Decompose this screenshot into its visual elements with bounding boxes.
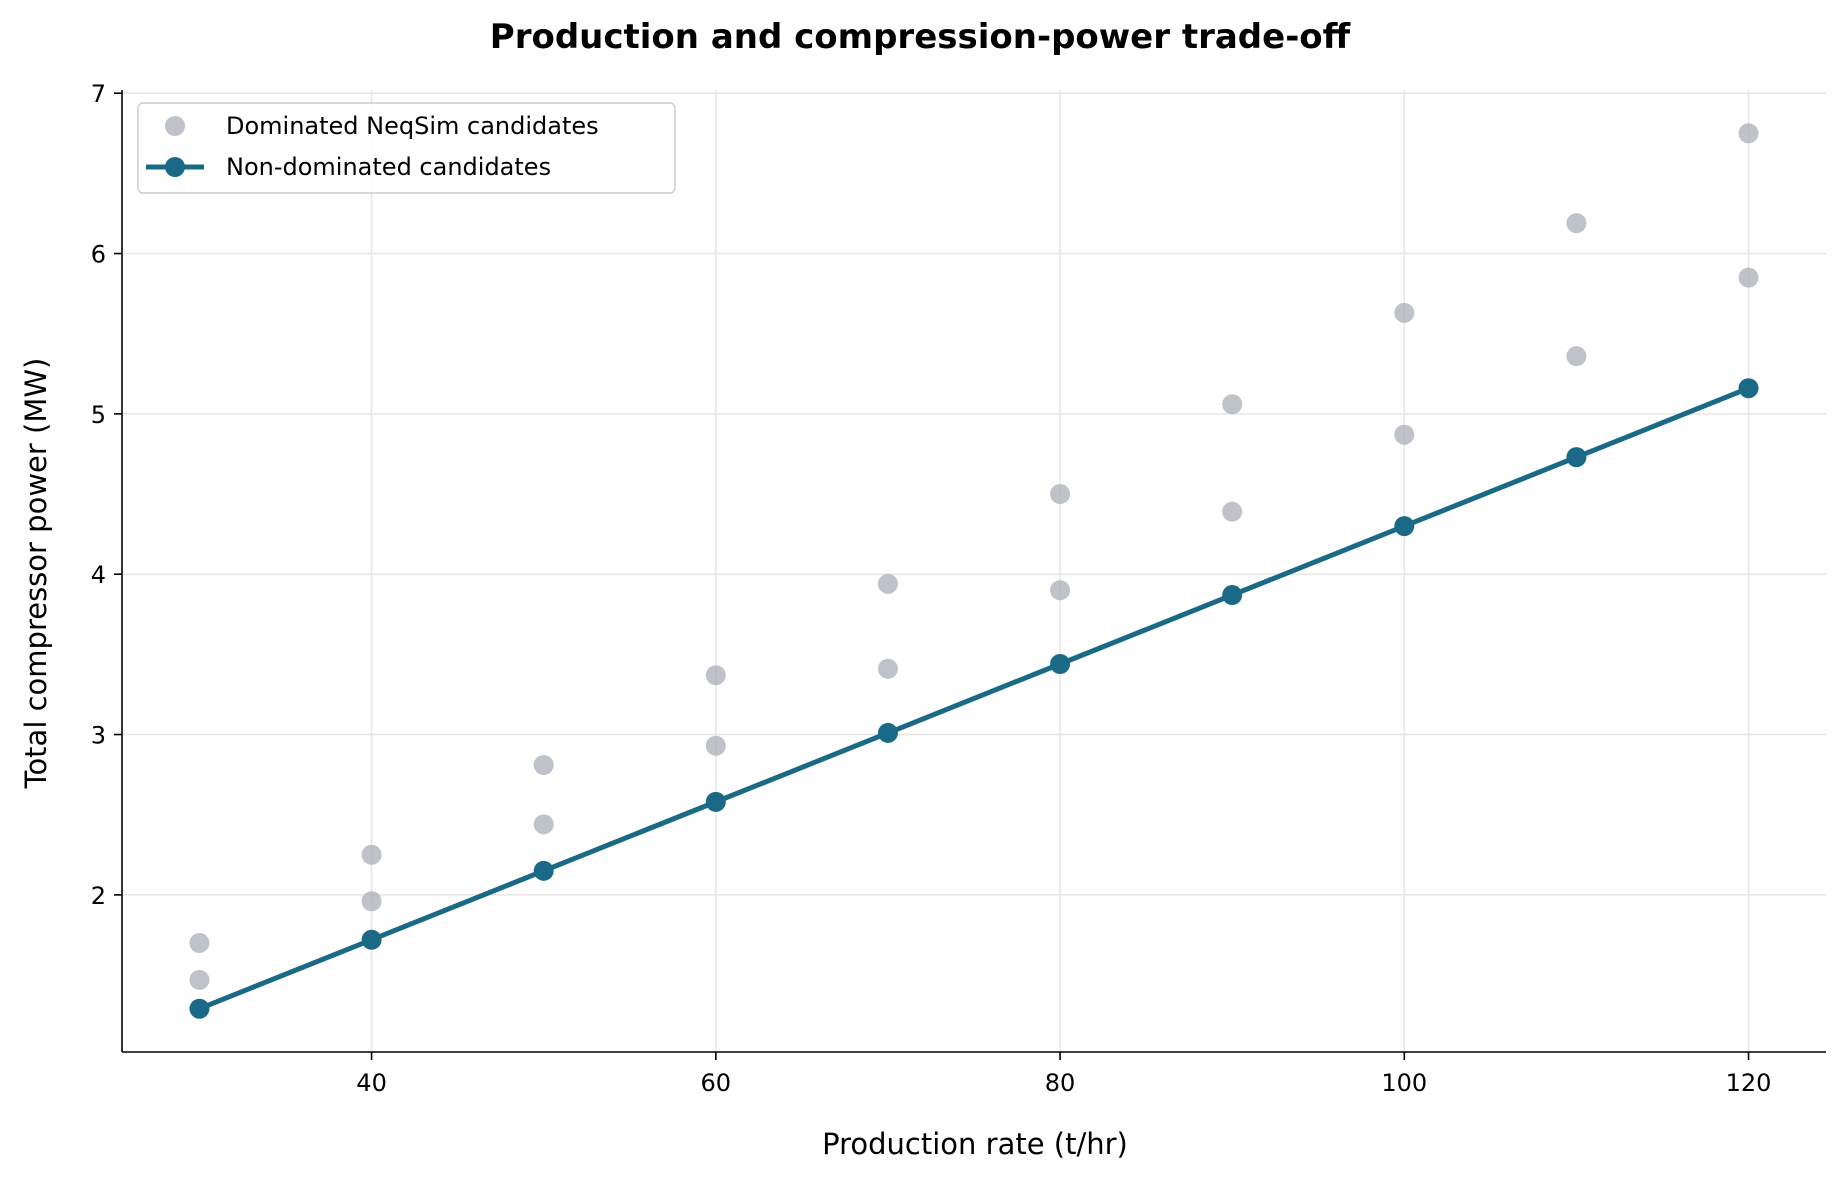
dominated-point [533, 814, 554, 835]
dominated-point [189, 969, 210, 990]
dominated-point [705, 735, 726, 756]
front-point [1566, 447, 1587, 468]
front-point [705, 791, 726, 812]
dominated-series [189, 123, 1759, 990]
dominated-point [1222, 501, 1243, 522]
grid [122, 90, 1826, 1052]
dominated-point [1738, 267, 1759, 288]
y-tick-label: 6 [91, 241, 106, 269]
front-series [189, 378, 1759, 1019]
x-tick-label: 120 [1726, 1069, 1772, 1097]
dominated-point [1394, 424, 1415, 445]
y-tick-label: 4 [91, 561, 106, 589]
front-point [1738, 378, 1759, 399]
x-axis-label: Production rate (t/hr) [822, 1127, 1128, 1161]
dominated-point [533, 755, 554, 776]
chart-title: Production and compression-power trade-o… [490, 17, 1351, 57]
y-tick-label: 2 [91, 882, 106, 910]
dominated-point [1050, 484, 1071, 505]
dominated-point [1566, 346, 1587, 367]
front-point [533, 860, 554, 881]
y-tick-label: 3 [91, 722, 106, 750]
x-tick-label: 80 [1045, 1069, 1076, 1097]
dominated-point [877, 658, 898, 679]
legend-front-label: Non-dominated candidates [226, 153, 551, 181]
legend: Dominated NeqSim candidates Non-dominate… [137, 102, 676, 194]
x-tick-label: 60 [701, 1069, 732, 1097]
x-tick-label: 100 [1381, 1069, 1427, 1097]
front-point [1222, 585, 1243, 606]
legend-dominated-label: Dominated NeqSim candidates [226, 112, 599, 140]
front-point [189, 998, 210, 1019]
dominated-point [705, 665, 726, 686]
front-point [877, 722, 898, 743]
dominated-point [1050, 580, 1071, 601]
x-tick-label: 40 [356, 1069, 387, 1097]
front-line [198, 385, 1750, 1012]
dominated-point [1222, 394, 1243, 415]
legend-front-marker [165, 157, 185, 177]
dominated-point [877, 573, 898, 594]
front-point [1050, 653, 1071, 674]
legend-frame [137, 102, 676, 194]
front-point [361, 929, 382, 950]
y-tick-label: 7 [91, 80, 106, 108]
front-point [1394, 516, 1415, 537]
dominated-point [1566, 213, 1587, 234]
legend-dominated-marker [165, 116, 185, 136]
y-axis-label: Total compressor power (MW) [19, 358, 53, 790]
dominated-point [361, 844, 382, 865]
dominated-point [1394, 302, 1415, 323]
dominated-point [1738, 123, 1759, 144]
y-tick-label: 5 [91, 401, 106, 429]
axes: 40 60 80 100 120 2 3 4 5 6 7 [91, 80, 1826, 1097]
dominated-point [189, 932, 210, 953]
dominated-point [361, 891, 382, 912]
